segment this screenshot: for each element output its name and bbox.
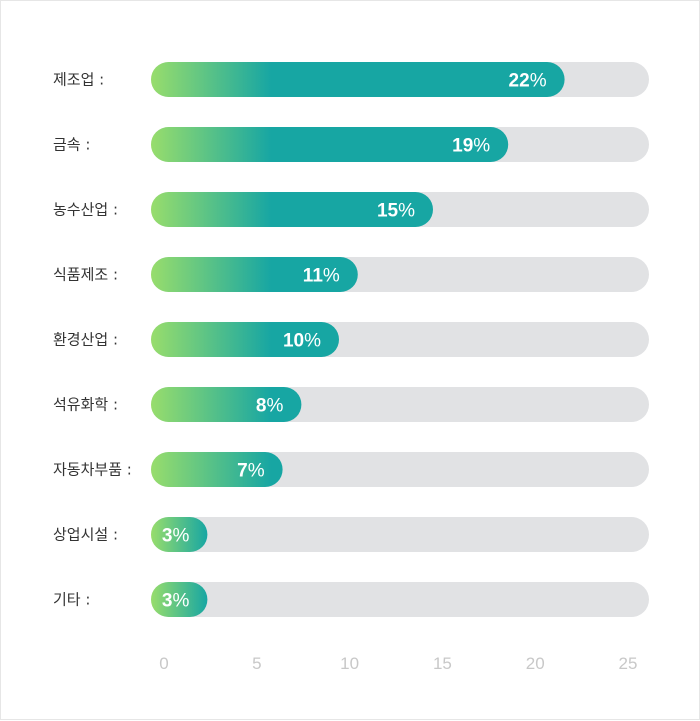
bar-row: 석유화학 : 8% [53,387,649,422]
bar-value-suffix: % [530,71,547,92]
category-label: 농수산업 : [53,201,118,219]
x-axis-ticks: 0 5 10 15 20 25 [159,654,637,673]
x-tick-label: 25 [619,654,638,673]
bar-rows: 제조업 : 22% 금속 : 19% 농수산업 : 15% 식품제조 : 11% 환경산업 : 1… [53,62,649,617]
bar-row: 환경산업 : 10% [53,322,649,357]
bar-value-label: 8% [256,396,284,417]
bar-value-suffix: % [266,396,283,417]
bar-value-label: 19% [452,136,490,157]
x-tick-label: 5 [252,654,261,673]
bar-value-number: 19 [452,136,473,157]
bar-value-suffix: % [248,461,265,482]
x-tick-label: 10 [340,654,359,673]
bar-value-label: 11% [303,266,340,287]
bar-value-label: 15% [377,201,415,222]
bar-value-label: 22% [509,71,547,92]
bar-value-number: 7 [237,461,248,482]
bar [151,257,358,292]
bar [151,517,208,552]
bar-value-suffix: % [172,526,189,547]
bar [151,452,283,487]
bar-value-suffix: % [323,266,340,287]
category-label: 환경산업 : [53,331,118,349]
bar-value-label: 10% [283,331,321,352]
bar-row: 기타 : 3% [53,582,649,617]
bar-value-suffix: % [172,591,189,612]
category-label: 석유화학 : [53,396,118,414]
category-label: 상업시설 : [53,526,118,544]
category-label: 금속 : [53,136,90,154]
bar [151,127,509,162]
bar-row: 상업시설 : 3% [53,517,649,552]
bar-value-suffix: % [473,136,490,157]
category-label: 자동차부품 : [53,461,132,479]
x-tick-label: 0 [159,654,168,673]
bar-value-number: 15 [377,201,399,222]
bar-row: 자동차부품 : 7% [53,452,649,487]
category-label: 식품제조 : [53,266,118,284]
bar-track [151,517,649,552]
bar [151,62,565,97]
bar [151,582,208,617]
x-tick-label: 20 [526,654,545,673]
bar-row: 제조업 : 22% [53,62,649,97]
bar-value-number: 8 [256,396,267,417]
x-tick-label: 15 [433,654,452,673]
category-label: 제조업 : [53,71,104,89]
bar-value-suffix: % [304,331,321,352]
bar-value-label: 3% [162,591,190,612]
bar-row: 금속 : 19% [53,127,649,162]
bar-value-number: 3 [162,591,173,612]
bar-value-label: 7% [237,461,265,482]
bar-row: 농수산업 : 15% [53,192,649,227]
bar-value-number: 22 [509,71,530,92]
bar-value-number: 11 [303,266,324,287]
bar-value-number: 3 [162,526,173,547]
bar-value-number: 10 [283,331,304,352]
bar [151,387,302,422]
bar-value-suffix: % [398,201,415,222]
bar-track [151,582,649,617]
bar [151,192,433,227]
bar [151,322,339,357]
bar-value-label: 3% [162,526,190,547]
category-label: 기타 : [53,591,90,609]
bar-row: 식품제조 : 11% [53,257,649,292]
